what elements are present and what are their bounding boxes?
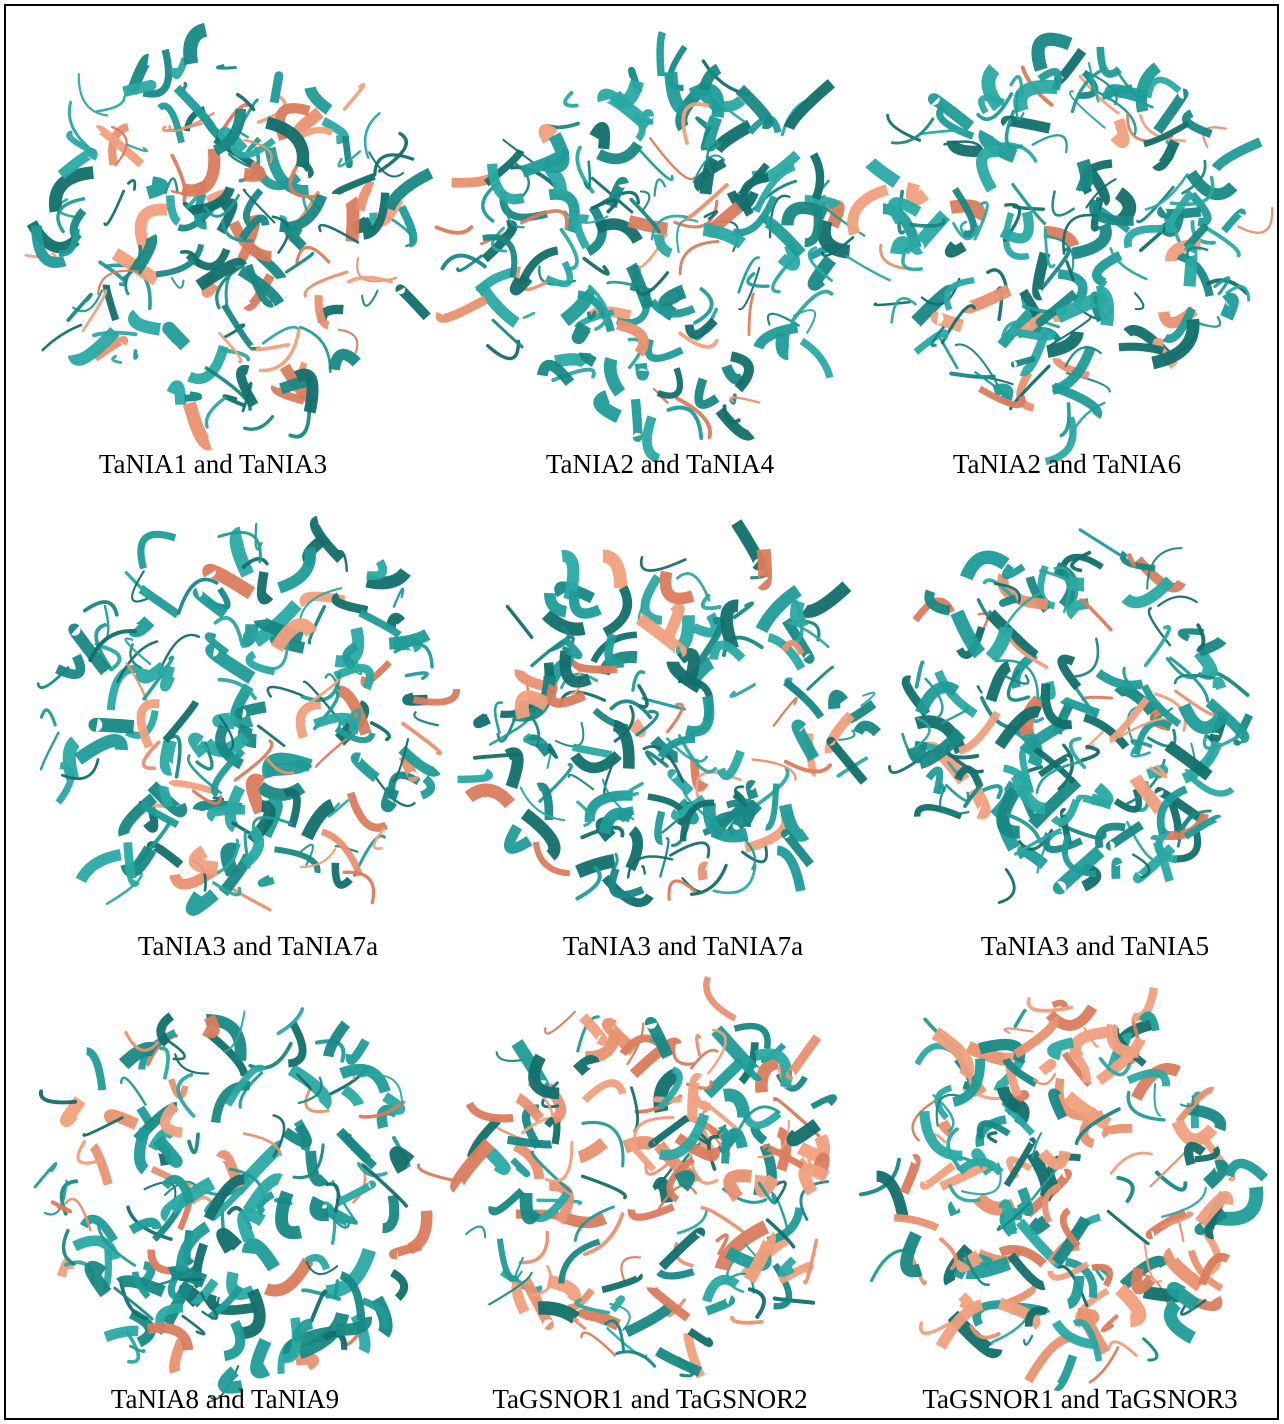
ribbon (1042, 1064, 1051, 1072)
ribbon (185, 395, 199, 398)
ribbon (388, 789, 393, 805)
ribbon (222, 1234, 237, 1251)
panel-caption: TaNIA8 and TaNIA9 (111, 1384, 339, 1414)
ribbon (659, 1272, 694, 1276)
ribbon (285, 1126, 307, 1143)
ribbon (351, 200, 353, 241)
ribbon (629, 221, 667, 229)
ribbon (1116, 862, 1119, 879)
ribbon (358, 222, 371, 227)
panel-caption: TaGSNOR1 and TaGSNOR2 (492, 1384, 807, 1414)
ribbon (139, 1129, 145, 1170)
ribbon (164, 786, 170, 807)
ribbon (579, 325, 585, 337)
loop (135, 351, 136, 358)
panel-caption: TaNIA3 and TaNIA7a (563, 931, 803, 961)
ribbon (274, 76, 279, 103)
ribbon (252, 780, 262, 812)
panel-caption: TaNIA3 and TaNIA7a (138, 931, 378, 961)
panel-caption: TaNIA3 and TaNIA5 (981, 931, 1209, 961)
ribbon (478, 718, 488, 723)
panel-caption: TaNIA1 and TaNIA3 (99, 449, 327, 479)
ribbon (660, 32, 662, 76)
ribbon (1036, 1221, 1047, 1228)
ribbon (508, 1140, 552, 1145)
ribbon (782, 333, 788, 353)
ribbon (1003, 598, 1016, 603)
ribbon (962, 1296, 969, 1305)
ribbon (106, 1331, 139, 1337)
ribbon (1119, 347, 1163, 351)
ribbon (709, 117, 716, 145)
ribbon (950, 245, 964, 253)
ribbon (256, 1341, 266, 1373)
ribbon (555, 359, 585, 363)
ribbon (244, 167, 259, 175)
ribbon (1078, 161, 1087, 185)
ribbon (165, 666, 170, 686)
ribbon (281, 381, 306, 389)
panel-caption: TaGSNOR1 and TaGSNOR3 (922, 1384, 1237, 1414)
ribbon (636, 399, 638, 437)
ribbon (124, 85, 152, 92)
ribbon (1218, 682, 1222, 688)
panel-caption: TaNIA2 and TaNIA4 (546, 449, 775, 479)
panel-caption: TaNIA2 and TaNIA6 (953, 449, 1181, 479)
ribbon (296, 1359, 313, 1365)
ribbon (658, 812, 662, 842)
ribbon (195, 739, 204, 754)
ribbon (261, 878, 273, 883)
ribbon (1226, 300, 1232, 318)
figure: TaNIA1 and TaNIA3 TaNIA2 and TaNIA4 TaNIA2… (0, 0, 1284, 1424)
loop (335, 1281, 337, 1297)
